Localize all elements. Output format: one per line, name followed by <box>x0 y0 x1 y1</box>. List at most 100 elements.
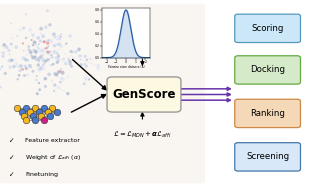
Point <box>15 106 20 109</box>
Point <box>28 110 33 113</box>
FancyBboxPatch shape <box>235 99 300 128</box>
Point <box>1 55 6 58</box>
Point <box>21 26 26 29</box>
Point <box>49 64 54 67</box>
Point <box>71 57 76 60</box>
Point <box>54 73 59 76</box>
Text: ✓: ✓ <box>9 172 15 178</box>
Point <box>47 23 52 26</box>
Point <box>67 59 72 62</box>
Point <box>82 82 87 85</box>
Point <box>45 42 50 45</box>
Point <box>41 64 46 67</box>
Point <box>59 68 64 71</box>
Point <box>1 51 6 54</box>
Point <box>42 40 47 43</box>
FancyBboxPatch shape <box>0 4 205 183</box>
Point <box>56 55 61 58</box>
Point <box>83 63 88 66</box>
Point <box>51 63 56 66</box>
Point <box>21 115 26 118</box>
Point <box>37 110 42 113</box>
Point <box>54 110 59 113</box>
Point <box>76 48 81 51</box>
Point <box>40 49 45 52</box>
Point <box>58 70 63 73</box>
Point <box>45 50 50 53</box>
Point <box>30 70 35 73</box>
Point <box>54 56 59 59</box>
Point <box>60 71 65 74</box>
Point <box>56 70 61 74</box>
Point <box>41 58 46 61</box>
Point <box>12 58 17 61</box>
Point <box>29 54 34 57</box>
Point <box>50 106 55 109</box>
Point <box>43 47 48 50</box>
Point <box>87 78 92 81</box>
Point <box>31 34 36 37</box>
Point <box>53 84 58 87</box>
Point <box>12 65 17 68</box>
Point <box>36 57 41 60</box>
Point <box>1 45 6 48</box>
Point <box>46 51 51 54</box>
Point <box>50 56 55 59</box>
Point <box>58 35 63 38</box>
Point <box>3 72 8 75</box>
Point <box>6 49 11 52</box>
Point <box>53 36 58 39</box>
Point <box>42 40 47 43</box>
Point <box>14 62 19 65</box>
Point <box>49 54 54 57</box>
Point <box>18 65 23 68</box>
Point <box>45 58 50 61</box>
Point <box>43 77 48 80</box>
Point <box>57 43 62 46</box>
Point <box>9 22 14 25</box>
Point <box>42 61 47 64</box>
Point <box>27 48 32 51</box>
Point <box>47 39 52 42</box>
Text: GenScore: GenScore <box>112 88 176 101</box>
Point <box>59 33 64 36</box>
Text: Ranking: Ranking <box>250 109 285 118</box>
Point <box>36 64 41 67</box>
Point <box>47 39 52 42</box>
Point <box>63 52 68 55</box>
Point <box>71 51 76 54</box>
Point <box>96 64 101 67</box>
Point <box>49 56 54 59</box>
Text: Feature extractor: Feature extractor <box>25 138 80 143</box>
Point <box>0 65 5 68</box>
Point <box>57 37 62 40</box>
Point <box>23 36 28 39</box>
Point <box>53 72 58 75</box>
Point <box>49 79 54 82</box>
Point <box>96 67 101 70</box>
Point <box>46 45 51 48</box>
Point <box>36 47 41 50</box>
X-axis label: Pairwise atom distance (Å): Pairwise atom distance (Å) <box>108 65 144 69</box>
Point <box>34 43 39 46</box>
Point <box>37 68 42 71</box>
Point <box>9 37 14 40</box>
Point <box>38 56 44 59</box>
Text: ✓: ✓ <box>9 138 15 144</box>
Point <box>69 65 74 68</box>
Point <box>27 46 32 49</box>
Point <box>59 77 64 80</box>
Point <box>21 57 26 60</box>
Point <box>38 66 43 69</box>
Point <box>17 74 22 77</box>
Point <box>64 42 69 45</box>
Point <box>54 52 59 55</box>
Point <box>28 66 33 69</box>
Point <box>61 58 66 61</box>
Point <box>39 67 44 70</box>
Point <box>68 62 73 65</box>
Point <box>24 67 29 70</box>
Point <box>48 115 53 118</box>
Point <box>24 53 29 56</box>
Point <box>28 28 33 31</box>
